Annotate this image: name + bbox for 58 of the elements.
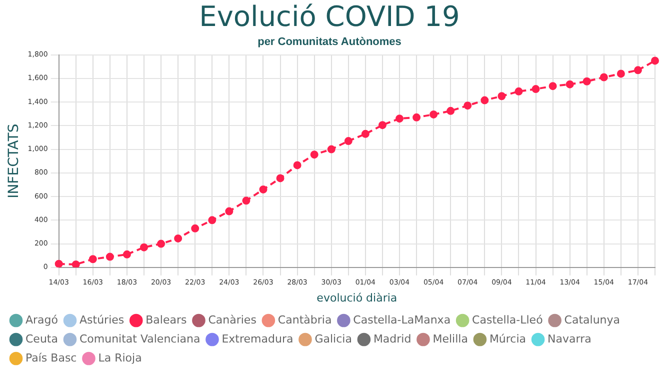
point: [122, 250, 131, 258]
point: [480, 96, 489, 104]
legend-label: Balears: [146, 313, 187, 326]
point: [600, 73, 608, 82]
point: [498, 92, 506, 100]
legend-label: Galicia: [314, 332, 352, 346]
point: [532, 85, 540, 94]
legend-label: País Basc: [26, 351, 77, 364]
point: [634, 66, 642, 74]
point: [548, 82, 557, 90]
chart-subtitle: per Comunitats Autònomes: [258, 36, 402, 48]
point: [140, 243, 148, 252]
point: [396, 114, 404, 123]
legend-label: La Rioja: [98, 351, 142, 364]
point: [514, 87, 523, 96]
point: [106, 252, 114, 261]
legend-label: Ceuta: [26, 332, 58, 346]
point: [430, 110, 438, 118]
legend-label: Navarra: [548, 332, 592, 346]
point: [464, 102, 472, 110]
legend-label: Catalunya: [564, 313, 620, 326]
legend-label: Aragó: [26, 313, 58, 326]
point: [88, 255, 97, 264]
point: [208, 216, 216, 224]
legend-label: Cantàbria: [278, 313, 332, 326]
point: [446, 106, 455, 115]
point: [651, 56, 659, 65]
point: [54, 260, 63, 268]
point: [225, 207, 234, 216]
point: [259, 185, 268, 194]
point: [344, 137, 352, 146]
point: [157, 240, 166, 248]
x-axis-title: evolució diària: [316, 291, 398, 304]
legend-label: Madrid: [373, 332, 412, 346]
legend-label: Castella-Lleó: [472, 313, 544, 326]
y-axis-title: INFECTATS: [6, 124, 22, 198]
legend-label: Múrcia: [489, 332, 526, 346]
point: [616, 70, 625, 78]
point: [242, 196, 250, 205]
point: [412, 113, 421, 122]
legend-label: Melilla: [432, 332, 468, 346]
legend-label: Astúries: [80, 313, 124, 326]
legend-label: Comunitat Valenciana: [79, 332, 200, 346]
legend-label: Extremadura: [222, 332, 294, 346]
legend-label: Canàries: [208, 313, 257, 326]
point: [566, 80, 574, 88]
point: [276, 174, 284, 182]
point: [174, 234, 182, 242]
point: [191, 224, 200, 232]
point: [310, 150, 318, 159]
point: [293, 161, 302, 170]
point: [72, 260, 80, 268]
point: [361, 130, 370, 138]
point: [378, 121, 386, 130]
point: [582, 77, 591, 86]
chart-title: Evolució COVID 19: [199, 0, 460, 34]
legend-label: Castella-LaManxa: [353, 313, 451, 326]
point: [327, 145, 336, 154]
